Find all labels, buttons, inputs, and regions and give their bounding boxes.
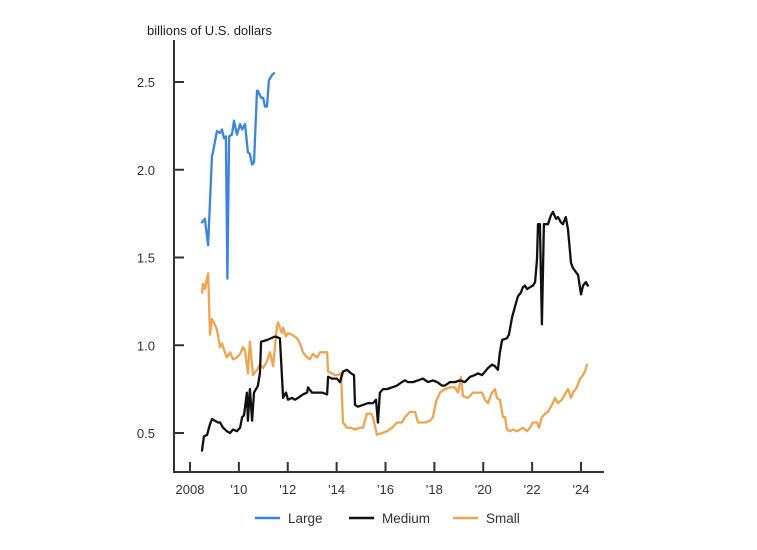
legend-item-large: Large [255, 511, 323, 526]
series-line-small [200, 272, 589, 436]
x-tick-label: 2008 [176, 482, 205, 497]
x-tick-label: '22 [524, 482, 541, 497]
y-ticks: 0.5 1.0 1.5 2.0 2.5 [137, 75, 184, 441]
x-tick-label: '20 [475, 482, 492, 497]
series-line-large [200, 72, 276, 280]
legend-label: Medium [382, 511, 430, 526]
legend-label: Small [486, 511, 520, 526]
legend: Large Medium Small [255, 511, 520, 526]
x-tick-label: '24 [573, 482, 590, 497]
axes: 0.5 1.0 1.5 2.0 2.5 2008 '10 '12 '14 '16 '18 '20 '2… [137, 40, 604, 497]
y-tick-label: 1.5 [137, 251, 155, 266]
x-tick-label: '18 [426, 482, 443, 497]
y-tick-label: 0.5 [137, 426, 155, 441]
legend-item-medium: Medium [349, 511, 430, 526]
x-tick-label: '16 [377, 482, 394, 497]
legend-item-small: Small [453, 511, 520, 526]
y-tick-label: 2.5 [137, 75, 155, 90]
x-tick-label: '14 [328, 482, 345, 497]
series-line-medium [200, 210, 589, 452]
y-tick-label: 2.0 [137, 163, 155, 178]
y-tick-label: 1.0 [137, 338, 155, 353]
x-tick-label: '10 [230, 482, 247, 497]
x-ticks: 2008 '10 '12 '14 '16 '18 '20 '22 '24 [176, 462, 590, 497]
y-axis-unit-label: billions of U.S. dollars [147, 23, 272, 38]
series-layer [200, 72, 589, 452]
legend-label: Large [288, 511, 323, 526]
x-tick-label: '12 [279, 482, 296, 497]
